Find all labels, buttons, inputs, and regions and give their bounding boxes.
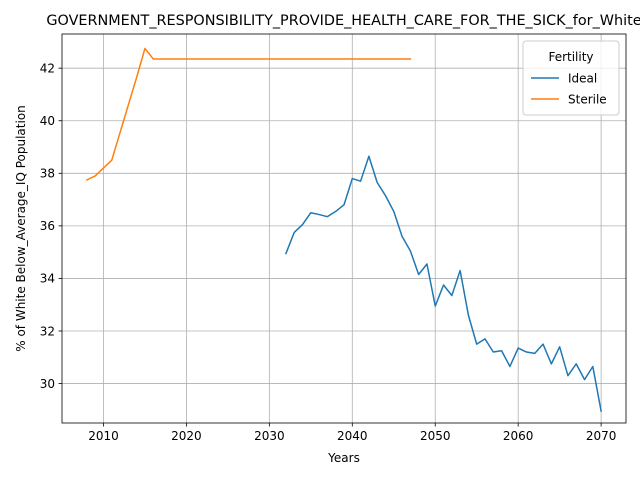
y-tick-label: 36 [40,219,55,233]
y-tick-label: 34 [40,272,55,286]
series-line-sterile [85,47,412,181]
y-axis: 30 32 34 36 38 40 42 [40,61,62,391]
chart-title: GOVERNMENT_RESPONSIBILITY_PROVIDE_HEALTH… [46,13,640,29]
grid [62,34,626,423]
x-axis: 2010 2020 2030 2040 2050 2060 2070 [88,423,616,443]
x-tick-label: 2030 [254,429,285,443]
y-axis-label: % of White Below_Average_IQ Population [14,105,28,352]
y-tick-label: 30 [40,377,55,391]
y-tick-label: 38 [40,167,55,181]
series-line-ideal [284,155,602,413]
y-tick-label: 42 [40,61,55,75]
legend-label-ideal: Ideal [568,71,597,85]
x-tick-label: 2010 [88,429,119,443]
legend-label-sterile: Sterile [568,92,607,106]
legend: Fertility Ideal Sterile [522,40,620,116]
plot-frame [61,33,627,424]
series-layer [85,47,602,413]
y-tick-label: 32 [40,324,55,338]
x-tick-label: 2040 [337,429,368,443]
x-tick-label: 2050 [420,429,451,443]
legend-items: Ideal Sterile [531,71,607,106]
legend-box [522,40,620,116]
x-tick-label: 2060 [503,429,534,443]
legend-title: Fertility [548,50,593,64]
x-tick-label: 2020 [171,429,202,443]
x-tick-label: 2070 [586,429,617,443]
y-tick-label: 40 [40,114,55,128]
x-axis-label: Years [327,451,360,465]
